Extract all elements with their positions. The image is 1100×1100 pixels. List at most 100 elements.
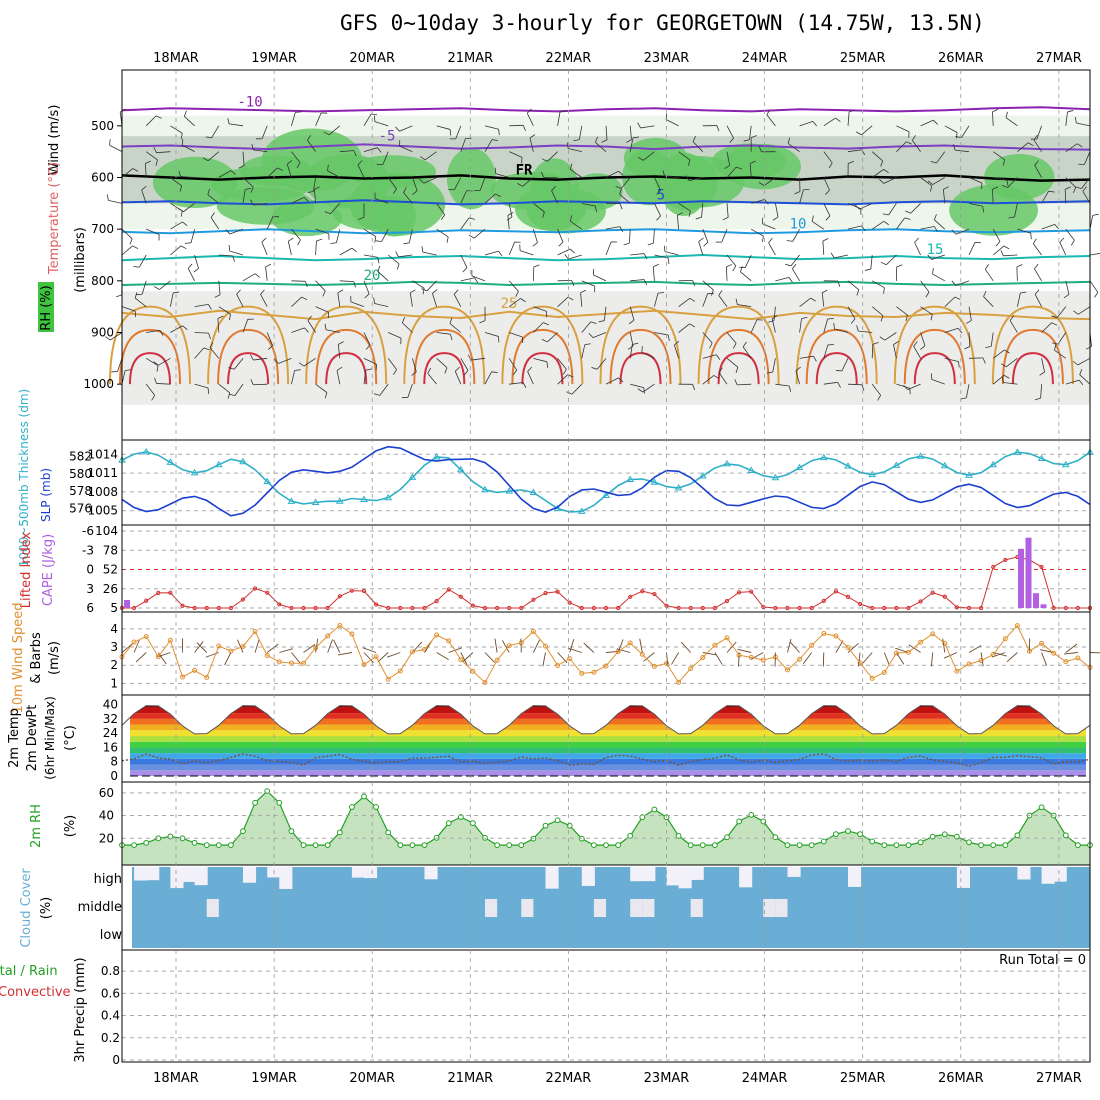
wind-barb-flag	[498, 129, 500, 136]
wind-barb-flag	[298, 362, 305, 367]
wind-barb-flag	[856, 289, 860, 296]
wind-barb	[936, 151, 946, 164]
wind-barb	[253, 383, 268, 386]
temp-contour--10	[121, 106, 1091, 113]
li-marker	[858, 601, 863, 607]
wind-barb	[654, 203, 661, 217]
wind-barb	[1041, 322, 1052, 333]
wind-barb	[983, 296, 994, 307]
wind-barb-flag	[883, 169, 889, 173]
cloud-gap-mid	[775, 899, 788, 917]
wind-barb	[387, 177, 397, 190]
wind-barb-flag	[236, 289, 241, 295]
wind-barb	[991, 189, 994, 204]
wind10-marker	[809, 642, 815, 648]
thickness-marker	[432, 453, 441, 460]
wind-barb	[398, 254, 413, 258]
wind-barb	[139, 254, 147, 268]
rh2m-marker	[397, 842, 404, 848]
warm-lobe-contour	[697, 305, 780, 385]
wind-barb-flag	[677, 212, 683, 216]
wind-barb-flag	[449, 317, 453, 324]
wind-barb	[363, 370, 367, 385]
wind-barb	[595, 142, 607, 152]
cape-y-tick: 78	[103, 543, 118, 557]
wind-barb-flag	[643, 279, 648, 286]
wind10-barb	[279, 648, 293, 653]
wind-barb-flag	[527, 366, 533, 372]
wind-barb	[1065, 111, 1068, 126]
wind-barb	[291, 112, 296, 126]
wind10-marker	[881, 670, 887, 676]
wind-barb	[912, 140, 921, 152]
wind-barb	[337, 344, 341, 359]
wind-barb-flag	[179, 185, 183, 192]
wind10-barb	[157, 652, 171, 658]
wind-barb-flag	[855, 131, 862, 136]
wind-barb-flag	[551, 186, 556, 191]
wind-barb-flag	[692, 135, 696, 142]
temp2m-y-tick: 16	[103, 740, 118, 754]
wind-barb	[460, 217, 470, 230]
wind-barb-flag	[632, 136, 639, 139]
wind-barb	[260, 294, 268, 307]
wind-barb	[726, 166, 737, 178]
cloud-level-high: high	[94, 872, 122, 887]
wind-barb-flag	[822, 289, 828, 294]
wind-barb-flag	[202, 157, 209, 162]
wind-barb	[194, 303, 209, 308]
wind-barb	[931, 378, 945, 385]
wind-barb-flag	[598, 320, 605, 323]
wind10-barb	[896, 652, 905, 665]
wind-barb-flag	[647, 242, 654, 246]
wind-barb	[509, 332, 523, 338]
rh2m-marker	[1038, 804, 1045, 811]
wind-barb-flag	[229, 393, 236, 396]
wind-barb-flag	[768, 237, 773, 244]
wind-barb	[570, 169, 583, 178]
wind-barb-flag	[1092, 213, 1099, 216]
wind-barb	[509, 151, 523, 158]
panel-frame-stab	[121, 524, 1091, 613]
rh2m-y-tick: 20	[99, 831, 114, 845]
wind10-barb	[121, 643, 134, 653]
wind10-barb	[789, 641, 800, 653]
wind-barb	[339, 280, 354, 283]
wind-barb-flag	[403, 187, 407, 193]
wind-barb-flag	[185, 242, 192, 244]
rh-moist-patch	[659, 152, 709, 217]
wind-barb-flag	[758, 146, 762, 152]
wind10-barb	[702, 652, 717, 656]
wind-barb-flag	[159, 330, 164, 336]
rh2m-marker	[820, 838, 827, 845]
wind-barb	[859, 202, 873, 210]
wind-barb	[944, 296, 956, 307]
wind10-barb	[237, 639, 244, 653]
wind-barb	[1034, 268, 1042, 282]
wind-barb-flag	[1033, 134, 1038, 141]
wind-barb	[858, 330, 873, 333]
wind10-barb	[1063, 652, 1078, 655]
cloud-gap-high	[243, 867, 257, 883]
wind-barb-flag	[1074, 116, 1077, 124]
wind-barb-flag	[180, 133, 183, 140]
wind-barb-flag	[584, 343, 591, 346]
wind-barb	[1065, 177, 1077, 188]
wind-barb-flag	[393, 369, 397, 375]
wind-barb	[460, 138, 466, 152]
wind-barb	[339, 150, 354, 153]
temp2m-label: 2m Temp	[7, 708, 22, 768]
wind-barb	[702, 332, 713, 344]
wind-barb-flag	[716, 125, 720, 132]
thickness-y-tick: 580	[69, 467, 92, 481]
wind-barb-flag	[764, 199, 769, 205]
wind10-barb	[436, 652, 449, 661]
wind-barb-flag	[134, 292, 138, 299]
li-marker	[144, 598, 149, 603]
wind-barb-flag	[254, 273, 261, 278]
wind-barb	[823, 203, 831, 217]
wind-barb	[453, 294, 462, 307]
wind-barb-flag	[912, 135, 916, 141]
wind10-barb	[802, 652, 813, 664]
